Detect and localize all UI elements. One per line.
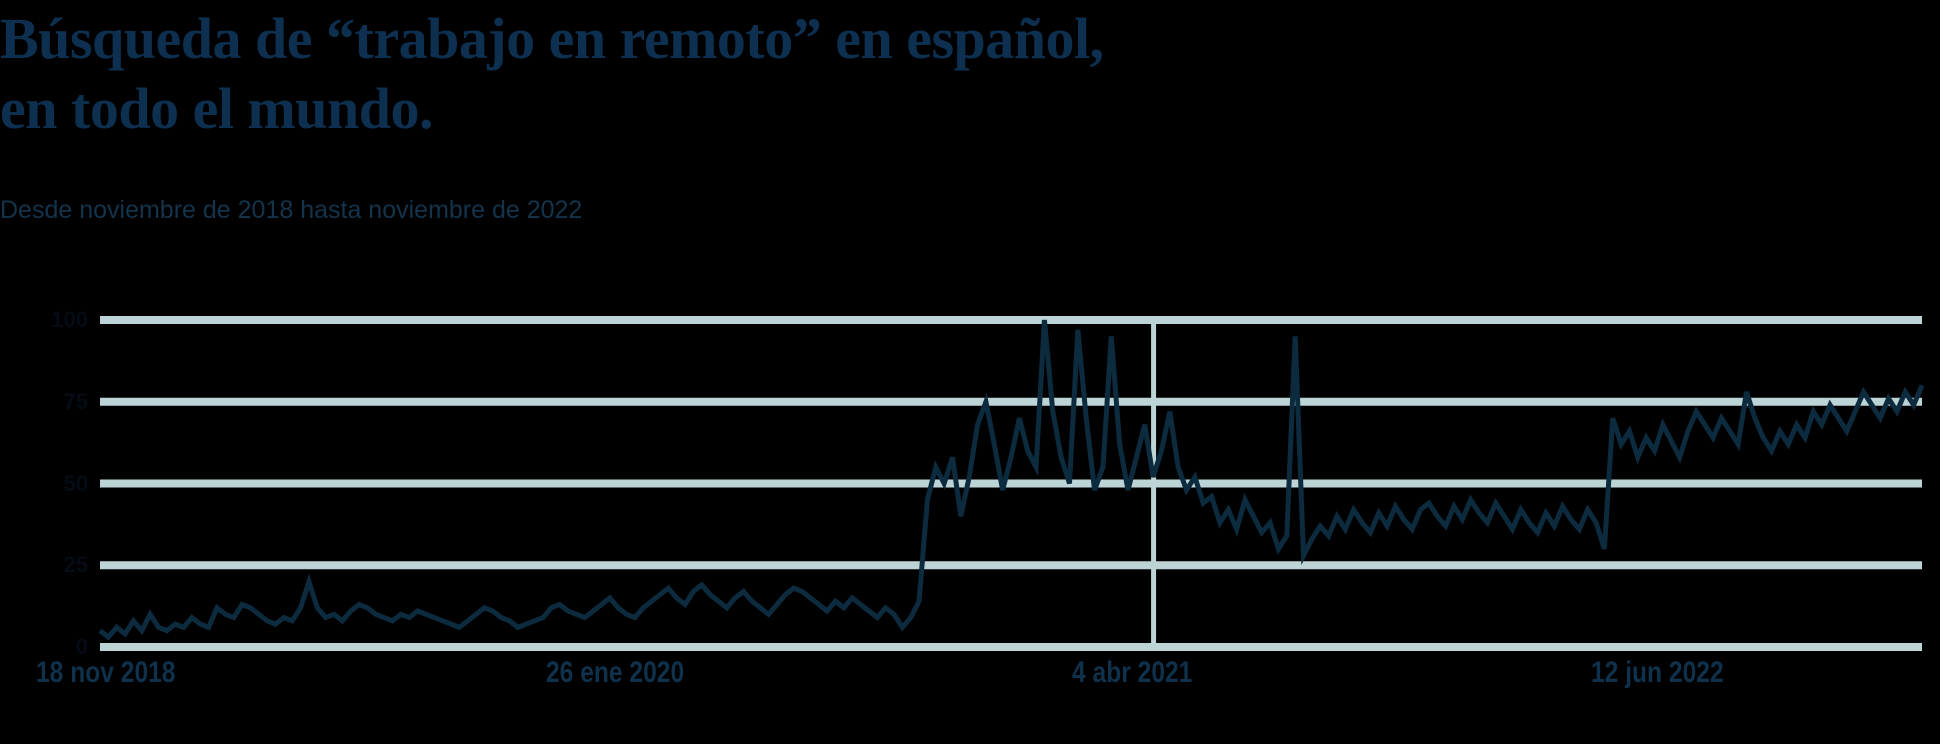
gridline <box>100 397 1922 406</box>
marker-vline <box>1151 316 1157 651</box>
gridline <box>100 643 1922 651</box>
page-title: Búsqueda de “trabajo en remoto” en españ… <box>0 4 1104 144</box>
x-axis-tick-label: 12 jun 2022 <box>1590 656 1724 689</box>
gridlines <box>100 316 1922 651</box>
x-axis-tick-label: 26 ene 2020 <box>545 656 684 689</box>
gridline <box>100 561 1922 570</box>
y-axis-tick-label: 25 <box>63 552 88 578</box>
x-axis-tick-label: 18 nov 2018 <box>36 656 176 689</box>
page-title-line-1: Búsqueda de “trabajo en remoto” en españ… <box>0 6 1104 71</box>
page-subtitle: Desde noviembre de 2018 hasta noviembre … <box>0 196 583 224</box>
y-axis-tick-label: 0 <box>75 634 88 659</box>
gridline <box>100 479 1922 488</box>
y-axis-tick-label: 75 <box>63 388 88 414</box>
marker-vline-rule <box>1151 316 1157 651</box>
y-axis-tick-label: 100 <box>51 307 88 332</box>
gridline <box>100 316 1922 324</box>
series-line-trabajo-en-remoto <box>98 319 1925 641</box>
page-title-line-2: en todo el mundo. <box>0 76 434 141</box>
y-axis-tick-label: 50 <box>63 470 88 496</box>
x-axis-tick-label: 4 abr 2021 <box>1072 656 1193 689</box>
